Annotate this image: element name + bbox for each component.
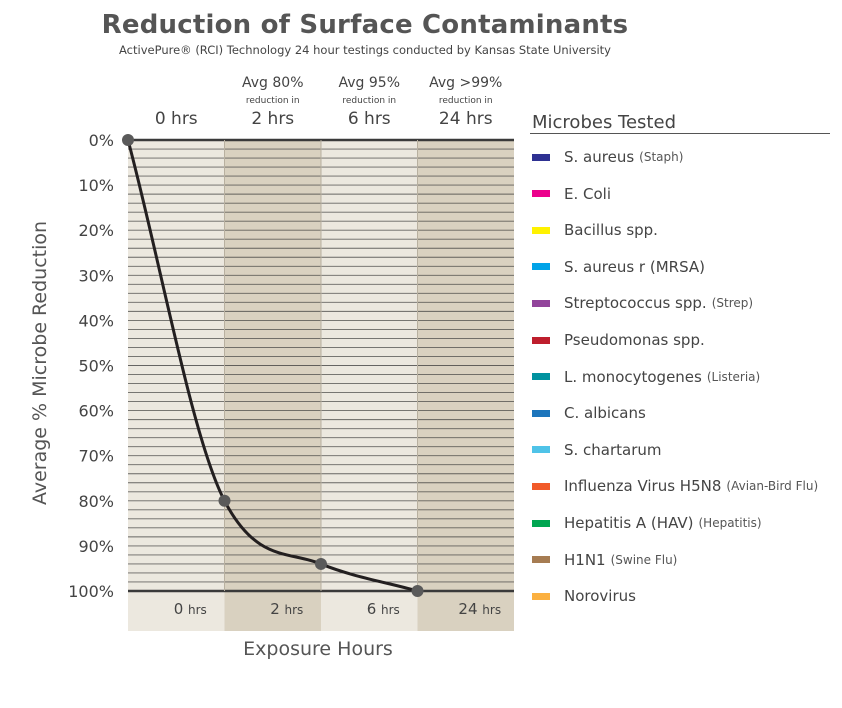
legend-label: Norovirus xyxy=(564,587,636,606)
header-note: reduction in xyxy=(342,96,396,106)
legend-label: S. aureus xyxy=(564,148,635,166)
reduction-curve xyxy=(126,139,418,593)
legend-item: S. chartarum xyxy=(532,439,662,461)
axis-band xyxy=(224,591,321,631)
data-point xyxy=(218,494,231,507)
header-average: Avg 80% xyxy=(242,75,304,91)
y-tick-label: 10% xyxy=(78,176,114,195)
legend-label: C. albicans xyxy=(564,404,646,423)
header-time-label: 0 hrs xyxy=(155,109,198,129)
y-tick-label: 90% xyxy=(78,537,114,556)
legend-item: Norovirus xyxy=(532,585,636,607)
header-average: Avg >99% xyxy=(429,75,502,91)
legend-label: H1N1 xyxy=(564,550,606,569)
legend-swatch xyxy=(532,226,550,234)
legend-swatch xyxy=(532,299,550,307)
legend-swatch xyxy=(532,373,550,381)
legend-note: (Listeria) xyxy=(706,369,761,384)
legend-swatch xyxy=(532,556,550,564)
axis-band xyxy=(128,591,225,631)
legend-item: L. monocytogenes (Listeria) xyxy=(532,366,760,388)
chart-title: Reduction of Surface Contaminants xyxy=(101,10,629,40)
legend-item: Streptococcus spp. (Strep) xyxy=(532,292,753,314)
legend-note: (Strep) xyxy=(711,296,754,311)
header-note: reduction in xyxy=(246,96,300,106)
chart-subtitle: ActivePure® (RCI) Technology 24 hour tes… xyxy=(119,43,611,57)
y-tick-label: 20% xyxy=(78,221,114,240)
x-tick-label: 24 hrs xyxy=(458,600,501,618)
legend-swatch xyxy=(532,519,550,527)
y-tick-label: 60% xyxy=(78,402,114,421)
y-tick-label: 30% xyxy=(78,266,114,285)
y-tick-label: 100% xyxy=(68,582,114,601)
data-point xyxy=(411,585,424,597)
legend-item: S. aureus r (MRSA) xyxy=(532,256,705,278)
legend-swatch xyxy=(532,446,550,454)
x-tick-label: 2 hrs xyxy=(270,600,303,618)
legend-label: Bacillus spp. xyxy=(564,221,658,240)
legend-divider xyxy=(530,133,830,134)
legend-note: (Staph) xyxy=(639,150,684,164)
y-axis-label: Average % Microbe Reduction xyxy=(29,221,51,505)
legend-item: Influenza Virus H5N8 (Avian-Bird Flu) xyxy=(532,475,818,497)
header-note: reduction in xyxy=(439,96,493,106)
x-tick-label: 0 hrs xyxy=(174,600,207,618)
legend-label: Pseudomonas spp. xyxy=(564,331,705,349)
legend-label: E. Coli xyxy=(564,184,611,203)
data-point xyxy=(315,557,327,570)
legend-item: S. aureus (Staph) xyxy=(532,146,683,168)
legend-swatch xyxy=(532,263,550,271)
header-time-label: 6 hrs xyxy=(348,109,391,129)
x-axis-label: Exposure Hours xyxy=(243,638,393,660)
y-tick-label: 80% xyxy=(78,492,114,511)
y-tick-label: 50% xyxy=(78,357,114,376)
y-tick-label: 0% xyxy=(89,131,114,150)
axis-band xyxy=(321,591,418,631)
legend-swatch xyxy=(532,336,550,344)
y-tick-label: 70% xyxy=(78,447,114,466)
x-tick-label: 6 hrs xyxy=(367,600,400,618)
header-average: Avg 95% xyxy=(339,75,401,91)
header-time-label: 24 hrs xyxy=(439,109,493,129)
legend-swatch xyxy=(532,190,550,198)
legend-label: Influenza Virus H5N8 xyxy=(564,477,722,496)
axis-band xyxy=(417,591,514,631)
legend-swatch xyxy=(532,482,550,490)
legend-item: C. albicans xyxy=(532,402,646,424)
legend-label: S. chartarum xyxy=(564,440,662,459)
legend-label: Streptococcus spp. xyxy=(564,294,707,313)
legend-note: (Swine Flu) xyxy=(610,552,678,567)
legend-swatch xyxy=(532,153,550,161)
header-time-label: 2 hrs xyxy=(251,109,294,129)
y-tick-label: 40% xyxy=(78,311,114,330)
legend-item: Bacillus spp. xyxy=(532,219,658,241)
legend-item: H1N1 (Swine Flu) xyxy=(532,549,677,571)
legend-item: Pseudomonas spp. xyxy=(532,329,705,351)
legend-swatch xyxy=(532,409,550,417)
legend-item: E. Coli xyxy=(532,183,611,205)
legend-note: (Avian-Bird Flu) xyxy=(726,479,819,494)
legend-swatch xyxy=(532,592,550,600)
legend-label: L. monocytogenes xyxy=(564,367,702,386)
legend-label: S. aureus r (MRSA) xyxy=(564,257,705,276)
data-point xyxy=(122,134,134,146)
legend-label: Hepatitis A (HAV) xyxy=(564,514,694,532)
legend-note: (Hepatitis) xyxy=(698,516,762,530)
legend-title: Microbes Tested xyxy=(532,112,676,133)
legend-item: Hepatitis A (HAV) (Hepatitis) xyxy=(532,512,762,534)
